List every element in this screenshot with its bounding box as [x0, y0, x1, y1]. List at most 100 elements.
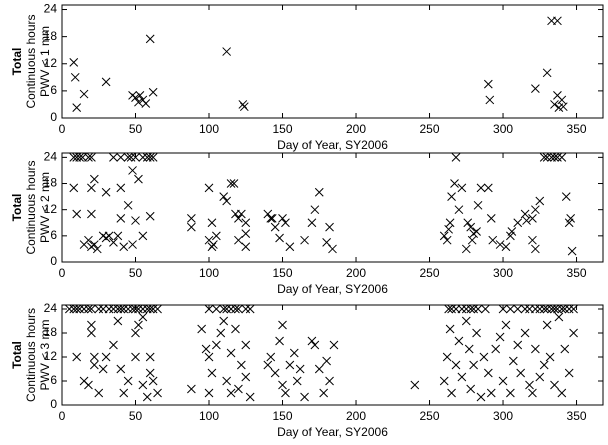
scatter-point	[450, 179, 459, 188]
scatter-point	[241, 218, 251, 228]
scatter-point	[486, 214, 496, 223]
scatter-point	[219, 304, 229, 314]
scatter-point	[84, 153, 93, 162]
marker-stroke	[222, 47, 232, 56]
scatter-point	[119, 242, 129, 252]
marker-stroke	[109, 304, 118, 314]
x-tick-label: 0	[59, 122, 66, 136]
marker-stroke	[263, 209, 273, 219]
marker-stroke	[267, 214, 277, 223]
scatter-point	[445, 324, 455, 334]
scatter-point	[87, 328, 96, 338]
marker-stroke	[187, 214, 196, 223]
marker-stroke	[72, 352, 82, 362]
scatter-point	[466, 304, 476, 314]
marker-stroke	[101, 352, 111, 362]
scatter-point	[522, 216, 531, 225]
scatter-point	[506, 304, 515, 314]
scatter-point	[209, 240, 218, 249]
scatter-point	[473, 200, 483, 210]
marker-stroke	[79, 304, 89, 314]
marker-stroke	[528, 214, 537, 223]
marker-stroke	[557, 388, 567, 398]
scatter-point	[457, 372, 467, 382]
marker-stroke	[270, 368, 280, 378]
marker-stroke	[204, 235, 214, 245]
scatter-point	[212, 340, 221, 350]
marker-stroke	[310, 340, 320, 350]
scatter-point	[508, 356, 518, 366]
scatter-point	[513, 304, 523, 314]
marker-stroke	[535, 196, 545, 206]
marker-stroke	[472, 227, 481, 236]
scatter-point	[267, 214, 277, 223]
marker-stroke	[528, 388, 537, 398]
scatter-point	[483, 183, 493, 193]
marker-stroke	[241, 340, 251, 350]
marker-stroke	[553, 91, 562, 100]
marker-stroke	[89, 240, 99, 249]
marker-stroke	[447, 304, 456, 314]
scatter-point	[241, 372, 251, 382]
marker-stroke	[79, 376, 89, 386]
x-tick-label: 0	[59, 409, 66, 423]
scatter-point	[109, 340, 118, 350]
marker-stroke	[72, 209, 82, 219]
scatter-point	[567, 246, 577, 256]
marker-stroke	[451, 360, 461, 370]
marker-stroke	[531, 244, 540, 254]
scatter-point	[558, 102, 568, 112]
marker-stroke	[531, 84, 540, 93]
marker-stroke	[542, 68, 552, 78]
marker-stroke	[138, 380, 148, 390]
scatter-point	[281, 388, 290, 398]
marker-stroke	[513, 304, 523, 314]
marker-stroke	[451, 153, 461, 162]
marker-stroke	[410, 380, 420, 390]
marker-stroke	[204, 388, 214, 398]
marker-stroke	[148, 376, 158, 386]
marker-stroke	[442, 235, 452, 245]
y-axis-label: PWV < 2 mm	[38, 172, 52, 243]
marker-stroke	[204, 183, 214, 193]
marker-stroke	[128, 166, 137, 175]
x-tick-label: 350	[567, 122, 587, 136]
marker-stroke	[116, 214, 126, 223]
scatter-point	[219, 316, 229, 326]
scatter-point	[292, 376, 302, 386]
scatter-point	[131, 93, 140, 103]
scatter-point	[123, 200, 133, 210]
marker-stroke	[84, 153, 93, 162]
marker-stroke	[325, 222, 334, 232]
marker-stroke	[461, 244, 471, 254]
marker-stroke	[219, 192, 229, 201]
marker-stroke	[131, 328, 140, 338]
scatter-point	[236, 360, 246, 370]
x-tick-label: 250	[420, 266, 440, 280]
x-axis-label: Day of Year, SY2006	[277, 425, 388, 439]
marker-stroke	[569, 328, 578, 338]
scatter-point	[207, 218, 217, 228]
x-tick-label: 250	[420, 409, 440, 423]
scatter-point	[128, 240, 137, 249]
y-axis-label: Total	[10, 341, 24, 369]
marker-stroke	[464, 344, 474, 354]
marker-stroke	[483, 368, 493, 378]
scatter-point	[550, 153, 559, 162]
scatter-point	[145, 304, 155, 314]
marker-stroke	[113, 231, 123, 241]
marker-stroke	[131, 352, 140, 362]
marker-stroke	[116, 183, 126, 193]
marker-stroke	[241, 372, 251, 382]
marker-stroke	[266, 214, 276, 223]
marker-stroke	[123, 376, 133, 386]
scatter-point	[229, 179, 239, 188]
scatter-point	[138, 312, 148, 322]
marker-stroke	[472, 328, 481, 338]
marker-stroke	[231, 304, 240, 314]
scatter-point	[226, 388, 236, 398]
scatter-point	[204, 352, 214, 362]
scatter-point	[498, 304, 508, 314]
y-axis-label: Continuous hours	[24, 308, 38, 402]
scatter-point	[439, 376, 449, 386]
